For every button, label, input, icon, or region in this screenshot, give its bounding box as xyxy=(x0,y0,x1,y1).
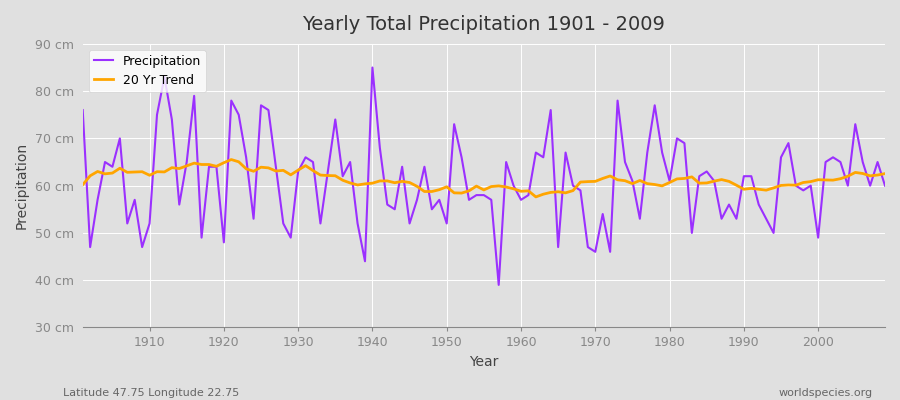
Legend: Precipitation, 20 Yr Trend: Precipitation, 20 Yr Trend xyxy=(89,50,206,92)
20 Yr Trend xyxy=(308,168,319,173)
20 Yr Trend xyxy=(523,188,534,193)
20 Yr Trend xyxy=(137,169,148,174)
Precipitation xyxy=(301,155,311,160)
Precipitation xyxy=(137,245,148,250)
20 Yr Trend xyxy=(77,182,88,187)
Y-axis label: Precipitation: Precipitation xyxy=(15,142,29,229)
Precipitation xyxy=(493,282,504,287)
X-axis label: Year: Year xyxy=(469,355,499,369)
Precipitation xyxy=(345,160,356,164)
20 Yr Trend xyxy=(226,157,237,162)
Precipitation xyxy=(367,65,378,70)
Precipitation xyxy=(530,150,541,155)
20 Yr Trend xyxy=(516,189,526,194)
Text: Latitude 47.75 Longitude 22.75: Latitude 47.75 Longitude 22.75 xyxy=(63,388,239,398)
Precipitation xyxy=(523,193,534,198)
Text: worldspecies.org: worldspecies.org xyxy=(778,388,873,398)
Title: Yearly Total Precipitation 1901 - 2009: Yearly Total Precipitation 1901 - 2009 xyxy=(302,15,665,34)
Precipitation xyxy=(77,108,88,112)
Precipitation xyxy=(879,183,890,188)
Line: Precipitation: Precipitation xyxy=(83,68,885,285)
20 Yr Trend xyxy=(530,194,541,199)
Line: 20 Yr Trend: 20 Yr Trend xyxy=(83,160,885,197)
Precipitation xyxy=(619,160,630,164)
20 Yr Trend xyxy=(619,178,630,183)
20 Yr Trend xyxy=(879,171,890,176)
20 Yr Trend xyxy=(352,182,363,187)
